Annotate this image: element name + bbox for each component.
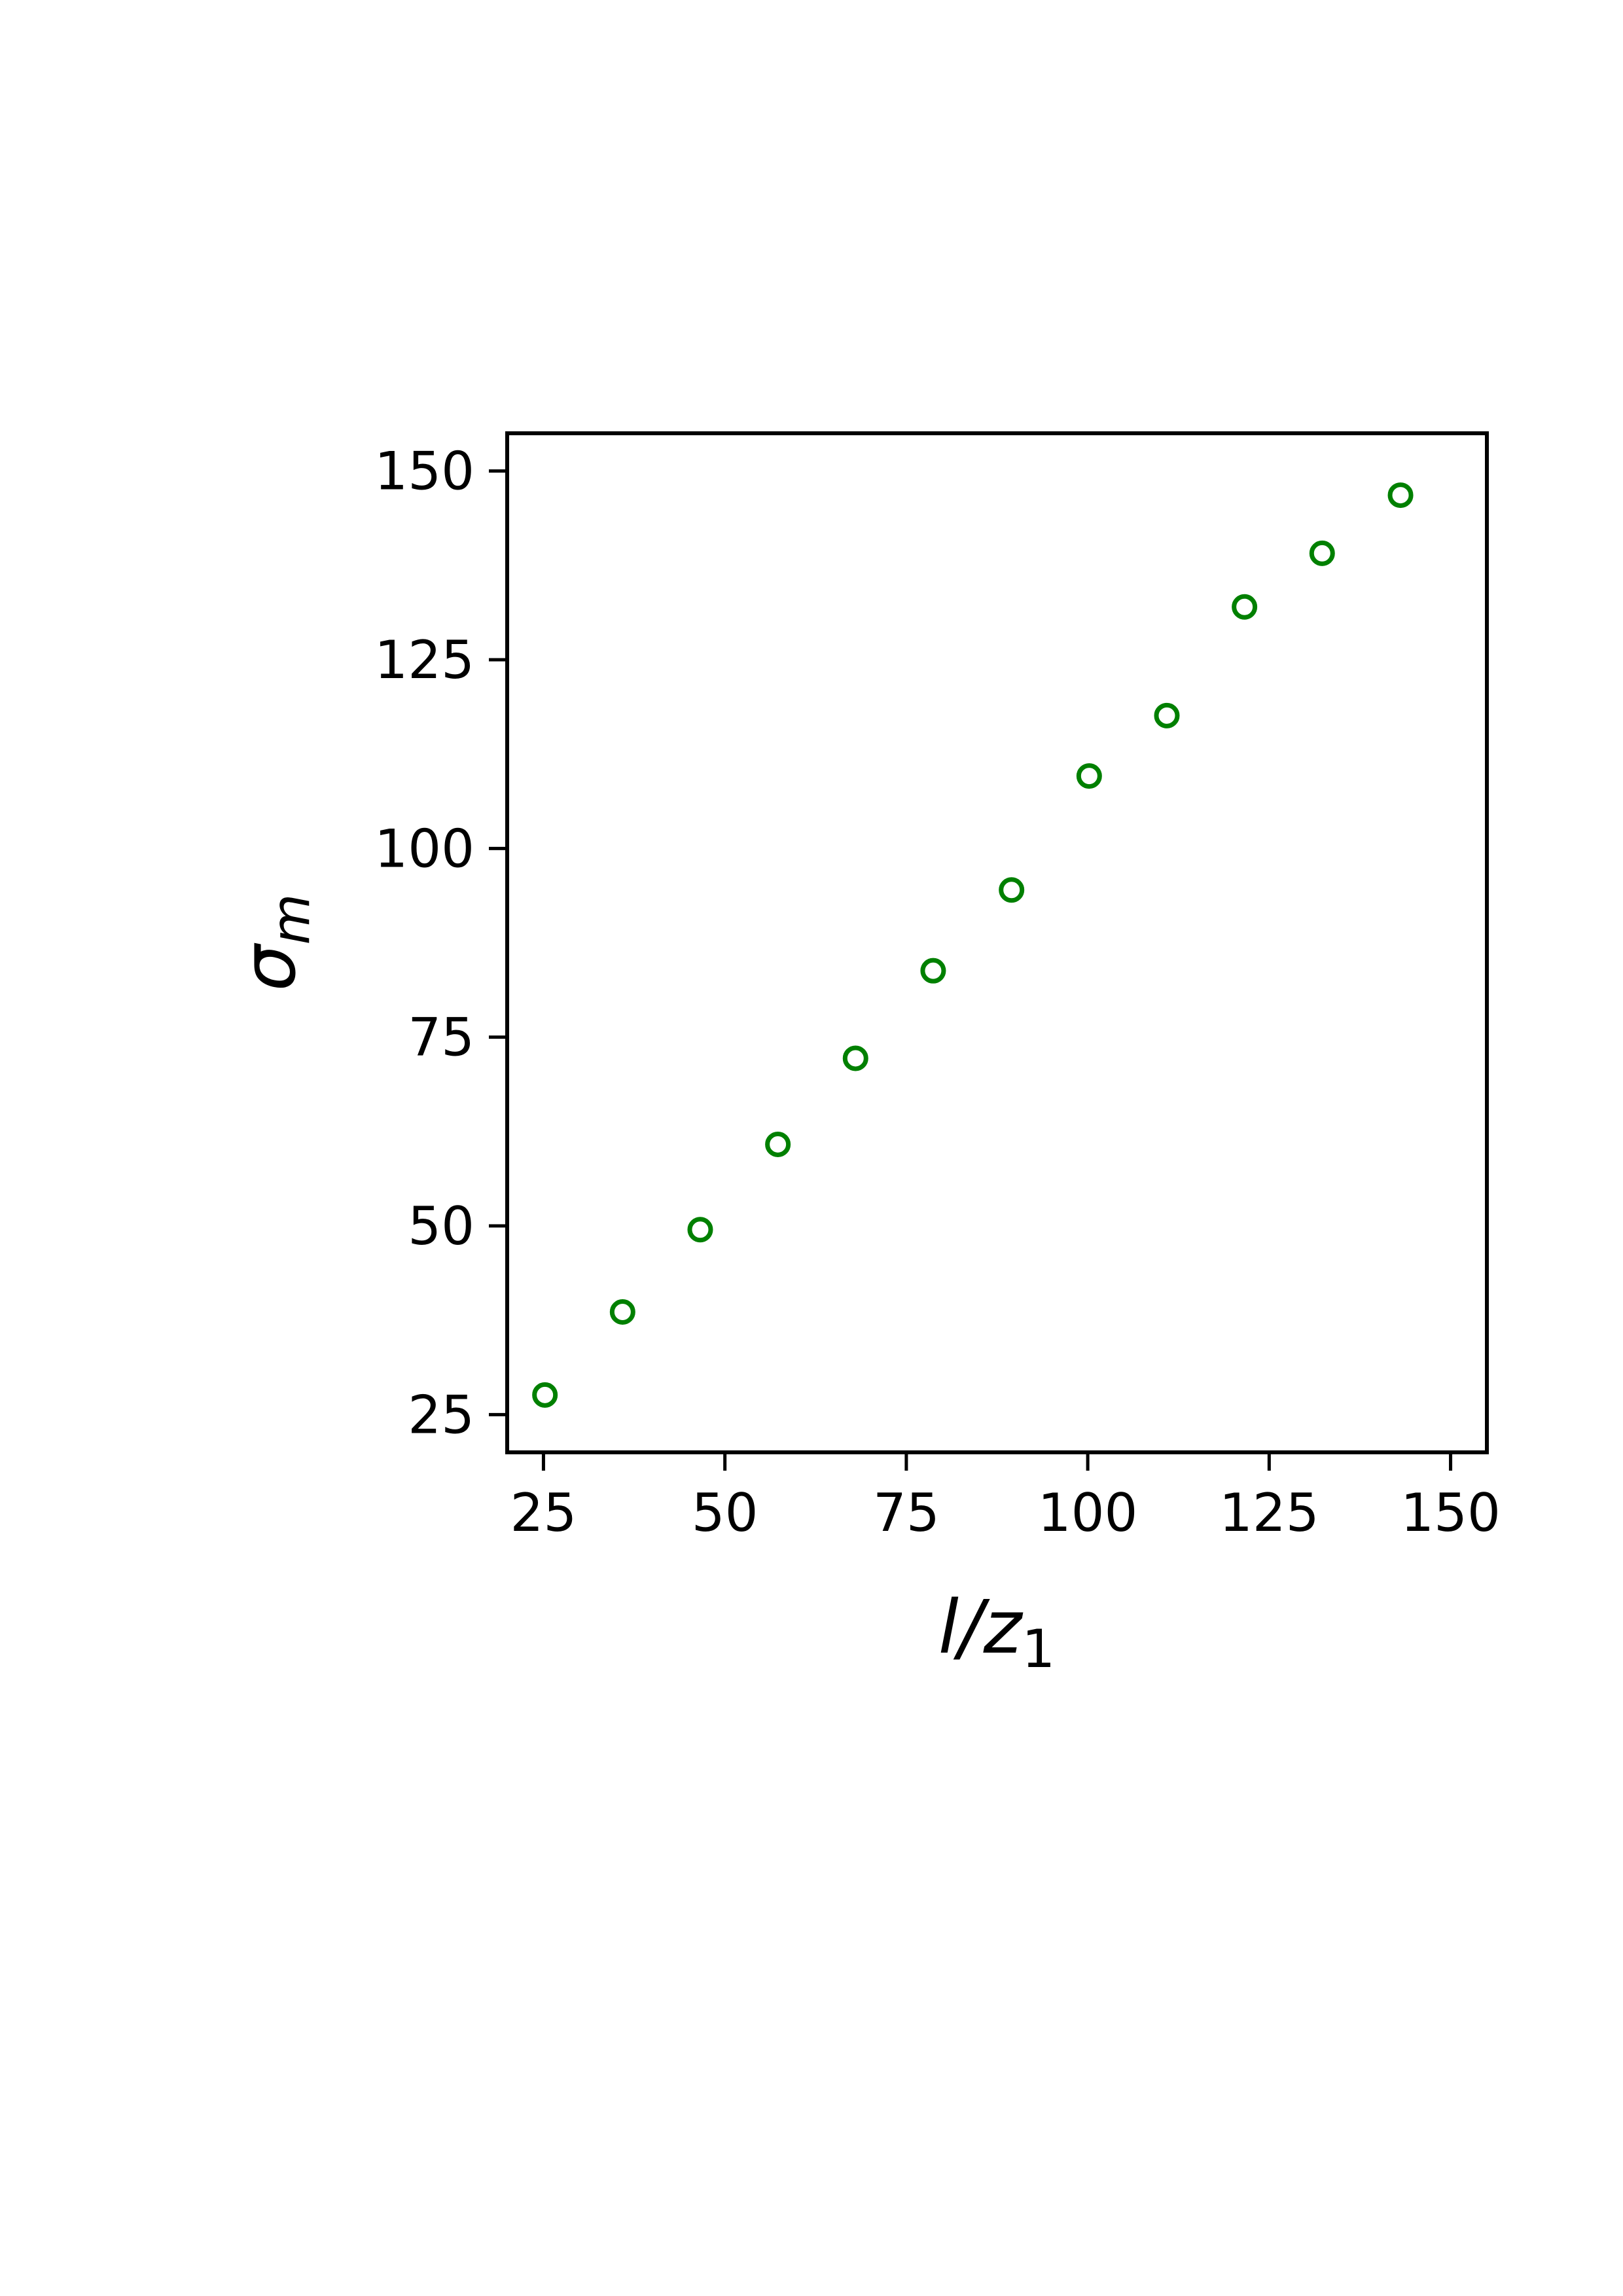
data-point — [1387, 482, 1414, 509]
y-tick-label: 125 — [374, 630, 474, 691]
x-tick-label: 125 — [1219, 1482, 1319, 1543]
data-point — [1309, 540, 1335, 566]
x-tick-label: 75 — [873, 1482, 940, 1543]
axis-ticks: 25 50 75 100 125 150 25 50 75 100 125 150 — [374, 441, 1501, 1543]
y-tick-label: 50 — [408, 1196, 474, 1257]
data-points — [532, 482, 1414, 1408]
y-tick-label: 150 — [374, 441, 474, 502]
data-point — [920, 958, 946, 984]
data-point — [999, 877, 1025, 903]
data-point — [765, 1131, 791, 1157]
y-tick-label: 75 — [408, 1007, 474, 1068]
data-point — [1076, 763, 1102, 789]
y-tick-label: 25 — [408, 1384, 474, 1445]
y-axis-label: σm — [227, 894, 321, 992]
x-tick-label: 50 — [692, 1482, 758, 1543]
data-point — [687, 1217, 713, 1243]
data-point — [609, 1299, 635, 1325]
x-axis-label: l/z1 — [938, 1585, 1056, 1679]
x-tick-label: 150 — [1400, 1482, 1501, 1543]
x-tick-label: 100 — [1038, 1482, 1138, 1543]
x-tick-label: 25 — [510, 1482, 577, 1543]
data-point — [1232, 594, 1258, 620]
data-point — [1154, 702, 1180, 728]
data-point — [532, 1382, 558, 1408]
data-point — [842, 1045, 868, 1071]
y-tick-label: 100 — [374, 818, 474, 879]
plot-frame — [505, 431, 1489, 1454]
